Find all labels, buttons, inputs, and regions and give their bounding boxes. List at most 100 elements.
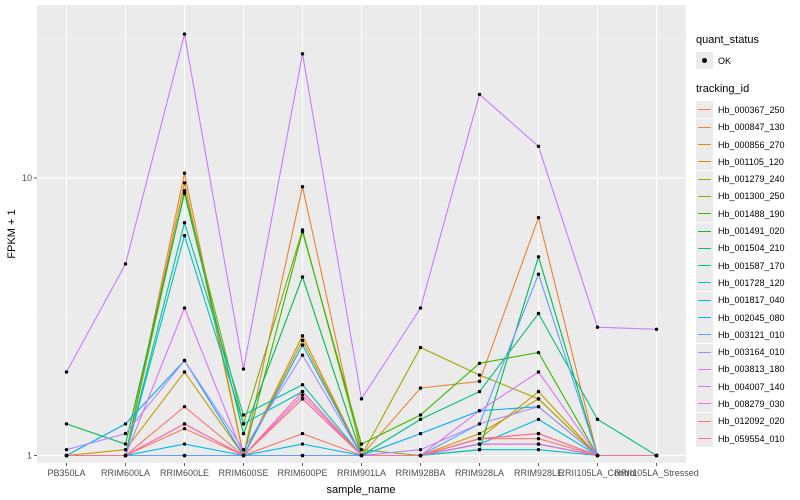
legend-item-label: Hb_004007_140 [718,381,785,392]
legend-item: Hb_003813_180 [696,360,800,378]
x-axis-title: sample_name [326,484,395,496]
data-point [477,379,482,384]
legend-item: Hb_001728_120 [696,274,800,292]
legend-line-key [696,343,713,361]
data-point [654,453,659,458]
legend-tracking-title: tracking_id [696,83,750,96]
legend-item-label: Hb_003164_010 [718,347,785,358]
data-point [300,382,305,387]
legend-item-label: Hb_000856_270 [718,139,785,150]
legend-line-key [696,395,713,413]
data-point [64,453,69,458]
legend-quant-item: OK [696,52,800,70]
data-point [300,52,305,56]
data-point [300,343,305,347]
legend-line-key [696,222,713,240]
legend-item-label: Hb_000847_130 [718,122,785,133]
data-point [123,453,128,458]
data-point [300,431,305,436]
legend-item-label: Hb_008279_030 [718,398,785,409]
data-point [64,422,69,426]
data-point [595,417,600,422]
legend-item: Hb_000856_270 [696,136,800,154]
data-point [182,306,187,310]
data-point [64,447,69,452]
data-point [536,404,541,409]
data-point [595,453,600,458]
data-point [536,144,541,149]
data-point [418,447,423,452]
data-point [477,431,482,436]
legend: quant_status OK tracking_id Hb_000367_25… [696,34,800,461]
legend-line-key [696,170,713,188]
data-point [477,409,482,413]
legend-tracking-id: tracking_id Hb_000367_250 Hb_000847_130 Hb… [696,83,800,448]
data-point [300,397,305,401]
data-point [182,221,187,225]
data-point [536,389,541,394]
data-point [536,272,541,276]
x-tick-label: RRIM600SE [218,468,268,478]
legend-line-key [696,153,713,171]
legend-item-label: Hb_012092_020 [718,416,785,427]
y-axis-title: FPKM + 1 [6,209,18,258]
legend-line-key [696,360,713,378]
data-point [536,436,541,441]
legend-line-key [696,291,713,309]
legend-line-key [696,412,713,430]
data-point [418,417,423,422]
legend-line-key [696,326,713,344]
data-point [241,431,246,436]
data-point [300,185,305,189]
legend-quant-label: OK [718,55,732,66]
data-point [182,358,187,363]
data-point [536,431,541,436]
data-point [182,171,187,175]
data-point [536,447,541,452]
data-point [418,386,423,390]
series-points [64,32,659,458]
legend-tracking-items: Hb_000367_250 Hb_000847_130 Hb_000856_270 H… [696,101,800,448]
data-point [477,442,482,446]
legend-line-key [696,378,713,396]
legend-item: Hb_000847_130 [696,118,800,136]
data-point [300,453,305,458]
data-point [536,370,541,374]
data-point [300,442,305,446]
data-point [418,413,423,417]
data-point [123,442,128,446]
legend-line-key [696,309,713,326]
data-point [182,233,187,238]
data-point [300,230,305,234]
data-point [182,181,187,185]
data-point [123,262,128,266]
data-point [300,338,305,343]
legend-item: Hb_004007_140 [696,378,800,396]
data-point [536,350,541,355]
data-point [182,453,187,458]
data-point [477,436,482,441]
data-point [300,353,305,357]
data-point [123,431,128,436]
data-point [654,327,659,331]
data-point [241,413,246,417]
data-point [595,325,600,329]
x-tick-label: RRIM928LE [514,468,563,478]
legend-item: Hb_002045_080 [696,309,800,326]
legend-line-key [696,205,713,223]
data-point [477,361,482,365]
legend-item: Hb_003164_010 [696,343,800,361]
legend-item: Hb_001817_040 [696,291,800,309]
data-point [123,422,128,426]
y-axis: 1 10 [22,173,37,461]
data-point [300,275,305,279]
legend-line-key [696,187,713,205]
legend-item: Hb_001300_250 [696,187,800,205]
legend-item-label: Hb_001279_240 [718,174,785,185]
legend-item-label: Hb_059554_010 [718,433,785,444]
x-tick-label: RRIM928BA [395,468,445,478]
x-axis: PB350LA RRIM600LA RRIM600LE RRIM600SE RRIM60… [47,463,699,478]
data-point [477,373,482,377]
legend-item: Hb_001279_240 [696,170,800,188]
data-point [182,442,187,446]
